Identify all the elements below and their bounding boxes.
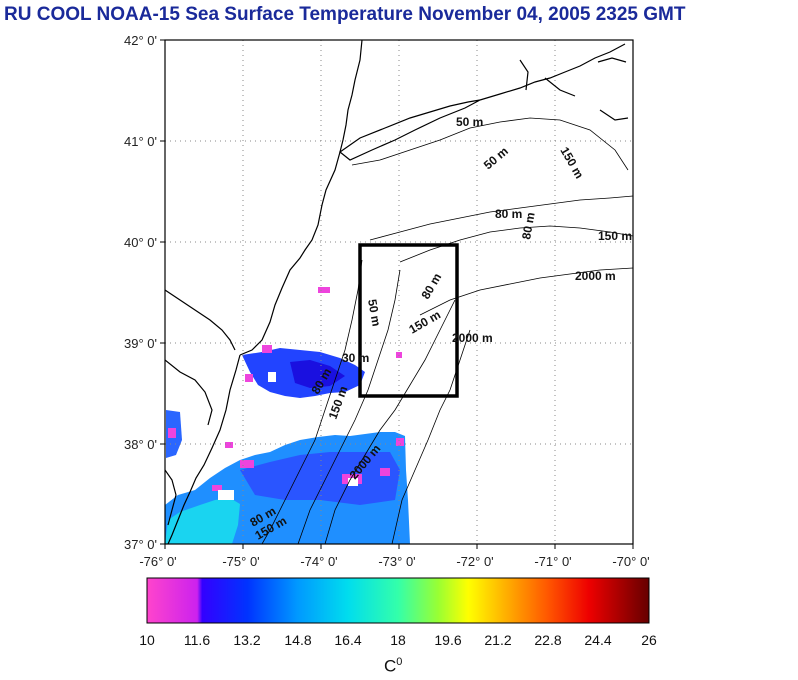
contour-label: 50 m bbox=[365, 298, 384, 327]
contour-label: 80 m bbox=[495, 207, 522, 221]
contour-2000m bbox=[419, 267, 633, 316]
colorbar-unit-text: C bbox=[384, 656, 397, 676]
lon-label: -72° 0' bbox=[456, 554, 493, 569]
contour-label: 30 m bbox=[342, 351, 369, 365]
coastline bbox=[165, 40, 629, 544]
colorbar-tick: 13.2 bbox=[233, 632, 261, 648]
lon-label: -75° 0' bbox=[222, 554, 259, 569]
lat-label: 38° 0' bbox=[124, 437, 157, 452]
colorbar-tick: 16.4 bbox=[334, 632, 362, 648]
colorbar-tick: 21.2 bbox=[484, 632, 512, 648]
contour-50m bbox=[351, 117, 629, 171]
coastline-newengland bbox=[479, 43, 629, 121]
study-area-box bbox=[358, 243, 459, 398]
colorbar-tick: 26 bbox=[641, 632, 657, 648]
lat-label: 37° 0' bbox=[124, 537, 157, 552]
contour-label: 2000 m bbox=[452, 331, 493, 345]
coastline-longisland bbox=[338, 99, 481, 161]
coastline-nj bbox=[239, 151, 341, 356]
colorbar-tick: 22.8 bbox=[534, 632, 562, 648]
contour-label: 50 m bbox=[481, 144, 511, 172]
sst-cloud-gaps bbox=[218, 372, 358, 500]
sst-patch-south-cyan bbox=[165, 498, 240, 544]
lon-label: -76° 0' bbox=[139, 554, 176, 569]
colorbar-unit: C0 bbox=[384, 656, 402, 677]
lat-label: 39° 0' bbox=[124, 336, 157, 351]
contour-label: 50 m bbox=[456, 115, 483, 129]
contour-label: 150 m bbox=[407, 307, 443, 336]
lat-label: 40° 0' bbox=[124, 235, 157, 250]
lon-label: -73° 0' bbox=[378, 554, 415, 569]
contour-label: 2000 m bbox=[575, 269, 616, 283]
colorbar-tick: 14.8 bbox=[284, 632, 312, 648]
page-title: RU COOL NOAA-15 Sea Surface Temperature … bbox=[4, 4, 686, 25]
lon-label: -70° 0' bbox=[612, 554, 649, 569]
colorbar bbox=[146, 577, 650, 624]
contour-label: 150 m bbox=[598, 229, 632, 243]
lon-label: -74° 0' bbox=[300, 554, 337, 569]
lat-axis-labels: 42° 0' 41° 0' 40° 0' 39° 0' 38° 0' 37° 0… bbox=[124, 33, 157, 552]
contour-label: 80 m bbox=[418, 271, 444, 302]
lon-label: -71° 0' bbox=[534, 554, 571, 569]
coastline-bay bbox=[165, 289, 236, 526]
lat-label: 42° 0' bbox=[124, 33, 157, 48]
colorbar-unit-sup: 0 bbox=[396, 656, 403, 668]
coastline-hudson bbox=[339, 40, 363, 153]
colorbar-tick: 24.4 bbox=[584, 632, 612, 648]
sst-patch-north-dark bbox=[290, 360, 345, 388]
axis-ticks bbox=[160, 39, 634, 549]
sst-data-layer bbox=[165, 287, 410, 544]
lat-label: 41° 0' bbox=[124, 134, 157, 149]
contour-label: 80 m bbox=[519, 211, 538, 240]
colorbar-tick: 18 bbox=[390, 632, 406, 648]
colorbar-tick: 19.6 bbox=[434, 632, 462, 648]
map-grid bbox=[165, 40, 633, 544]
colorbar-tick: 10 bbox=[139, 632, 155, 648]
contour-80m bbox=[369, 195, 633, 241]
contour-label: 150 m bbox=[557, 145, 586, 181]
coastline-delmarva bbox=[167, 354, 241, 544]
colorbar-tick: 11.6 bbox=[183, 632, 211, 648]
sst-patch-south-mid bbox=[240, 452, 400, 505]
contour-shelf-outer bbox=[324, 299, 456, 544]
lon-axis-labels: -76° 0' -75° 0' -74° 0' -73° 0' -72° 0' … bbox=[139, 554, 649, 569]
contour-shelf-mid bbox=[297, 269, 401, 544]
contour-shelf-inner bbox=[261, 259, 363, 544]
